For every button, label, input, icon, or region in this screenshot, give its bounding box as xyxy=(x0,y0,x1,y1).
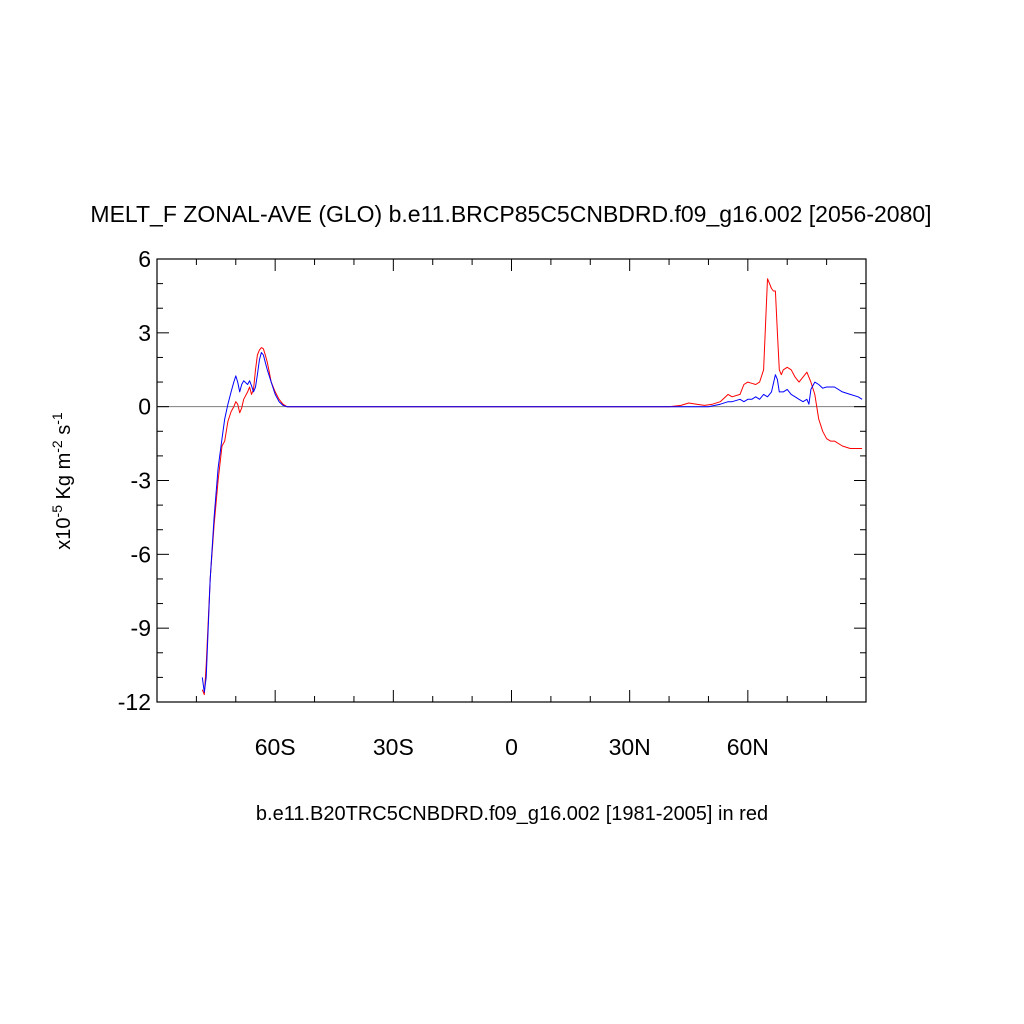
x-tick-label: 60S xyxy=(255,734,296,760)
y-tick-label: -6 xyxy=(131,541,151,567)
y-label-exp1: -5 xyxy=(49,505,65,518)
y-label-base: x10 xyxy=(53,517,75,549)
y-label-mid: Kg m xyxy=(53,453,75,505)
y-tick-label: -9 xyxy=(131,615,151,641)
plot-frame xyxy=(156,258,867,703)
y-axis-label: x10-5 Kg m-2 s-1 xyxy=(49,412,75,550)
y-tick-label: 6 xyxy=(138,246,151,272)
y-tick-label: 3 xyxy=(138,320,151,346)
plot-area: 6 3 0 -3 -6 -9 -12 60S 30S 0 30N 60N xyxy=(118,246,867,760)
chart-title: MELT_F ZONAL-AVE (GLO) b.e11.BRCP85C5CNB… xyxy=(90,201,931,227)
x-tick-label: 60N xyxy=(727,734,769,760)
y-tick-label: -12 xyxy=(118,689,151,715)
y-label-mid2: s xyxy=(53,425,75,441)
y-tick-label: -3 xyxy=(131,468,151,494)
x-axis-label: b.e11.B20TRC5CNBDRD.f09_g16.002 [1981-20… xyxy=(256,803,768,825)
x-tick-label: 30S xyxy=(373,734,414,760)
x-tick-label: 0 xyxy=(505,734,518,760)
y-label-exp3: -1 xyxy=(49,412,65,425)
x-tick-label: 30N xyxy=(609,734,651,760)
y-tick-label: 0 xyxy=(138,394,151,420)
series-line-red xyxy=(201,278,863,696)
series-line-blue xyxy=(201,352,863,693)
y-label-exp2: -2 xyxy=(49,440,65,453)
